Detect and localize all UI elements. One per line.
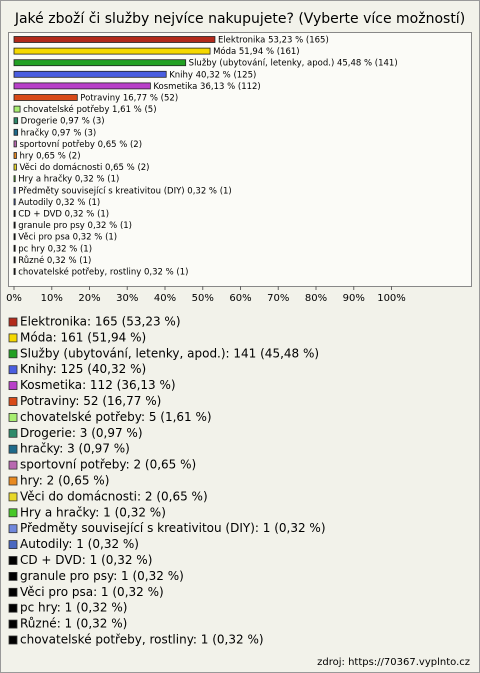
legend-swatch (8, 508, 18, 518)
bar (13, 140, 17, 148)
bar (13, 175, 16, 183)
legend-label: hračky: 3 (0,97 %) (20, 442, 130, 456)
data-label: Služby (ubytování, letenky, apod.) 45,48… (189, 59, 398, 69)
legend-label: Různé: 1 (0,32 %) (20, 617, 127, 631)
bar (13, 47, 211, 55)
data-label: sportovní potřeby 0,65 % (2) (19, 140, 142, 150)
bar (13, 117, 19, 125)
legend-swatch (8, 540, 18, 549)
legend-swatch (8, 556, 18, 565)
legend-swatch (8, 412, 18, 422)
bar (13, 36, 216, 43)
legend-label: hry: 2 (0,65 %) (20, 474, 109, 488)
bar (13, 268, 16, 275)
legend-swatch (8, 460, 18, 470)
legend-swatch (8, 444, 18, 454)
legend-swatch (8, 381, 18, 391)
legend-label: granule pro psy: 1 (0,32 %) (20, 569, 184, 583)
legend-label: sportovní potřeby: 2 (0,65 %) (20, 458, 196, 472)
data-label: Hry a hračky 0,32 % (1) (18, 174, 119, 185)
bar (13, 256, 16, 264)
x-tick-label: 90% (343, 293, 365, 304)
x-tick-label: 30% (116, 293, 138, 304)
bar (13, 198, 16, 206)
legend-label: Služby (ubytování, letenky, apod.): 141 … (20, 346, 319, 360)
data-label: chovatelské potřeby, rostliny 0,32 % (1) (18, 267, 188, 278)
bar (13, 210, 16, 217)
legend-label: Předměty související s kreativitou (DIY)… (20, 521, 326, 535)
legend-label: Kosmetika: 112 (36,13 %) (20, 378, 176, 392)
legend-swatch (8, 587, 18, 597)
legend-swatch (8, 317, 18, 327)
legend-swatch (8, 603, 18, 613)
x-tick-label: 20% (78, 293, 100, 304)
legend-label: Móda: 161 (51,94 %) (20, 330, 146, 344)
legend-label: Věci do domácnosti: 2 (0,65 %) (20, 489, 208, 503)
legend-swatch (8, 476, 18, 486)
legend-swatch (8, 492, 18, 502)
legend-label: Elektronika: 165 (53,23 %) (20, 315, 181, 329)
legend-label: chovatelské potřeby: 5 (1,61 %) (20, 410, 212, 424)
x-tick-label: 80% (305, 293, 327, 304)
legend-label: chovatelské potřeby, rostliny: 1 (0,32 %… (20, 633, 264, 647)
bar (13, 233, 16, 241)
bar (13, 82, 151, 90)
data-label: hry 0,65 % (2) (19, 152, 80, 162)
data-label: granule pro psy 0,32 % (1) (18, 221, 132, 231)
bar (13, 221, 16, 229)
legend-swatch (8, 619, 18, 629)
x-tick-label: 40% (154, 293, 176, 304)
legend-label: pc hry: 1 (0,32 %) (20, 601, 127, 615)
legend-swatch (8, 365, 18, 375)
data-label: Věci do domácnosti 0,65 % (2) (19, 163, 149, 173)
legend-label: Věci pro psa: 1 (0,32 %) (20, 585, 164, 599)
bar (13, 163, 17, 171)
data-label: chovatelské potřeby 1,61 % (5) (23, 104, 156, 115)
x-tick-label: 0% (6, 293, 22, 304)
data-label: Autodily 0,32 % (1) (18, 198, 100, 208)
data-label: pc hry 0,32 % (1) (18, 244, 92, 254)
data-label: Knihy 40,32 % (125) (169, 70, 256, 80)
x-tick-label: 10% (41, 293, 63, 304)
legend-swatch (8, 333, 18, 343)
x-tick-label: 60% (229, 293, 251, 304)
bar (13, 128, 19, 136)
data-label: Různé 0,32 % (1) (18, 255, 91, 266)
data-label: CD + DVD 0,32 % (1) (18, 210, 109, 220)
data-label: Věci pro psa 0,32 % (1) (18, 233, 117, 243)
data-label: Kosmetika 36,13 % (112) (153, 82, 260, 92)
bar (13, 244, 16, 252)
data-label: Móda 51,94 % (161) (213, 46, 300, 57)
x-tick-label: 50% (192, 293, 214, 304)
legend-swatch (8, 428, 18, 438)
legend-swatch (8, 524, 18, 534)
legend-label: Potraviny: 52 (16,77 %) (20, 394, 161, 408)
data-label: Potraviny 16,77 % (52) (80, 94, 178, 104)
bar (13, 105, 21, 113)
chart-title: Jaké zboží či služby nejvíce nakupujete?… (14, 11, 465, 27)
bar (13, 94, 78, 101)
data-label: Drogerie 0,97 % (3) (21, 117, 105, 127)
bar (13, 59, 187, 67)
data-label: Elektronika 53,23 % (165) (218, 36, 329, 46)
data-label: Předměty související s kreativitou (DIY)… (18, 186, 232, 196)
bar (13, 152, 17, 159)
legend-swatch (8, 349, 18, 359)
legend-swatch (8, 572, 18, 581)
source: zdroj: https://70367.vyplnto.cz (317, 657, 470, 668)
legend-label: CD + DVD: 1 (0,32 %) (20, 553, 152, 567)
legend-label: Autodily: 1 (0,32 %) (20, 537, 139, 551)
bar (13, 70, 167, 78)
legend-swatch (8, 397, 18, 406)
legend-label: Knihy: 125 (40,32 %) (20, 362, 146, 376)
legend-swatch (8, 635, 18, 645)
x-tick-label: 70% (267, 293, 289, 304)
legend-label: Drogerie: 3 (0,97 %) (20, 426, 143, 440)
x-tick-label: 100% (377, 293, 406, 304)
legend-label: Hry a hračky: 1 (0,32 %) (20, 505, 166, 519)
bar (13, 186, 16, 194)
data-label: hračky 0,97 % (3) (21, 127, 97, 138)
